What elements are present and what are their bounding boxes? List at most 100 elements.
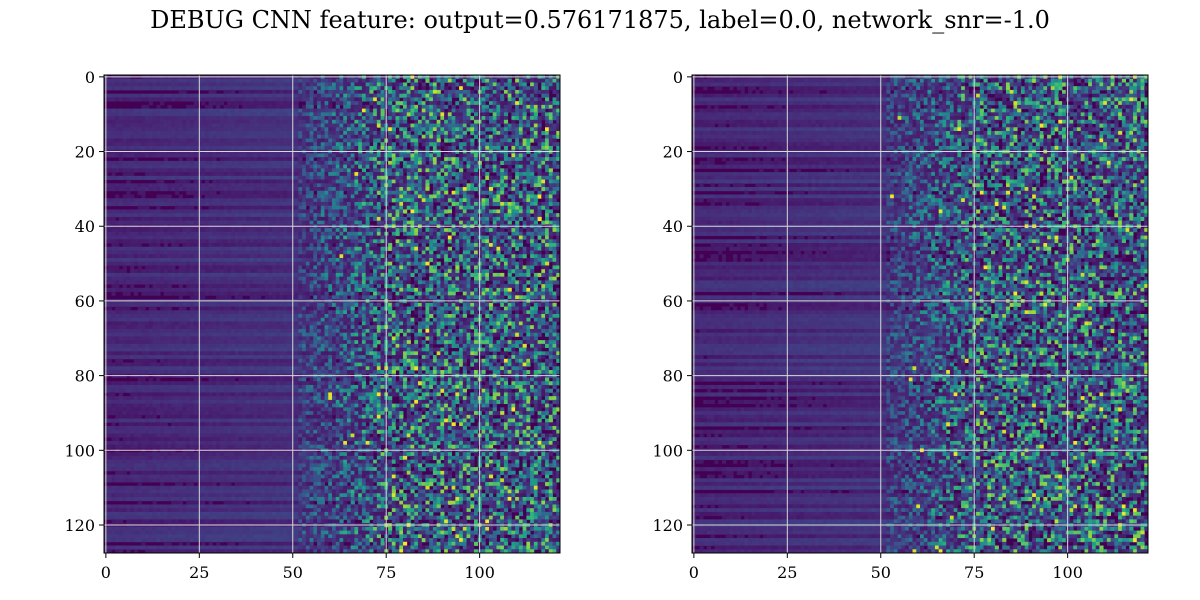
heatmap-cell	[216, 82, 220, 86]
heatmap-cell	[470, 90, 474, 94]
heatmap-cell	[321, 94, 325, 98]
heatmap-cell	[545, 94, 549, 98]
heatmap-cell	[130, 94, 134, 98]
heatmap-cell	[377, 82, 381, 86]
heatmap-cell	[265, 94, 269, 98]
heatmap-cell	[205, 82, 209, 86]
heatmap-cell	[493, 94, 497, 98]
heatmap-panel-left: 0 25 50 75 100020406080100120	[64, 68, 560, 582]
heatmap-cell	[545, 86, 549, 90]
heatmap-cell	[388, 79, 392, 83]
heatmap-cell	[508, 79, 512, 83]
heatmap-cell	[459, 86, 463, 90]
heatmap-cell	[220, 82, 224, 86]
heatmap-cell	[530, 94, 534, 98]
heatmap-cell	[283, 90, 287, 94]
heatmap-cell	[205, 97, 209, 101]
heatmap-cell	[164, 94, 168, 98]
heatmap-cell	[358, 97, 362, 101]
heatmap-cell	[474, 82, 478, 86]
heatmap-cell	[358, 82, 362, 86]
heatmap-cell	[242, 86, 246, 90]
heatmap-cell	[254, 82, 258, 86]
heatmap-cell	[396, 90, 400, 94]
heatmap-cell	[354, 82, 358, 86]
heatmap-cell	[366, 82, 370, 86]
heatmap-cell	[276, 86, 280, 90]
heatmap-cell	[448, 94, 452, 98]
heatmap-cell	[220, 97, 224, 101]
heatmap-cell	[108, 94, 112, 98]
heatmap-cell	[168, 79, 172, 83]
heatmap-cell	[276, 79, 280, 83]
heatmap-cell	[224, 86, 228, 90]
heatmap-cell	[235, 79, 239, 83]
heatmap-cell	[332, 86, 336, 90]
heatmap-cell	[168, 86, 172, 90]
heatmap-cell	[388, 86, 392, 90]
heatmap-cell	[216, 97, 220, 101]
heatmap-cell	[227, 79, 231, 83]
heatmap-cell	[422, 82, 426, 86]
heatmap-cell	[141, 94, 145, 98]
heatmap-cell	[321, 79, 325, 83]
heatmap-cell	[287, 79, 291, 83]
heatmap-cell	[358, 86, 362, 90]
heatmap-cell	[164, 86, 168, 90]
heatmap-cell	[145, 97, 149, 101]
heatmap-cell	[325, 86, 329, 90]
heatmap-cell	[111, 82, 115, 86]
heatmap-cell	[149, 82, 153, 86]
heatmap-cell	[134, 82, 138, 86]
heatmap-cell	[414, 97, 418, 101]
heatmap-cell	[134, 86, 138, 90]
heatmap-cell	[463, 94, 467, 98]
heatmap-cell	[343, 79, 347, 83]
heatmap-cell	[414, 79, 418, 83]
heatmap-cells	[104, 75, 560, 553]
heatmap-cell	[268, 86, 272, 90]
heatmap-cell	[246, 82, 250, 86]
heatmap-cell	[306, 94, 310, 98]
heatmap-cell	[134, 97, 138, 101]
heatmap-cell	[306, 79, 310, 83]
heatmap-cell	[302, 90, 306, 94]
heatmap-cell	[194, 79, 198, 83]
heatmap-cell	[343, 90, 347, 94]
heatmap-cell	[190, 79, 194, 83]
heatmap-cell	[500, 86, 504, 90]
heatmap-cell	[123, 86, 127, 90]
heatmap-cell	[553, 79, 557, 83]
heatmap-cell	[392, 90, 396, 94]
heatmap-cell	[425, 79, 429, 83]
heatmap-cell	[362, 86, 366, 90]
heatmap-cell	[504, 79, 508, 83]
heatmap-cell	[194, 94, 198, 98]
heatmap-cell	[175, 97, 179, 101]
heatmap-cell	[351, 86, 355, 90]
heatmap-cell	[396, 97, 400, 101]
heatmap-cell	[339, 82, 343, 86]
heatmap-cell	[201, 94, 205, 98]
heatmap-cell	[145, 79, 149, 83]
heatmap-cell	[422, 94, 426, 98]
heatmap-cell	[179, 79, 183, 83]
heatmap-cell	[302, 82, 306, 86]
heatmap-cell	[482, 79, 486, 83]
heatmap-cell	[511, 90, 515, 94]
heatmap-cell	[239, 97, 243, 101]
heatmap-cell	[190, 86, 194, 90]
heatmap-cell	[467, 90, 471, 94]
heatmap-cell	[437, 86, 441, 90]
heatmap-cell	[179, 94, 183, 98]
heatmap-cell	[538, 90, 542, 94]
heatmap-cell	[553, 86, 557, 90]
heatmap-cell	[280, 86, 284, 90]
heatmap-cell	[519, 79, 523, 83]
heatmap-cell	[182, 79, 186, 83]
heatmap-cell	[508, 82, 512, 86]
heatmap-cell	[205, 79, 209, 83]
heatmap-cell	[209, 94, 213, 98]
heatmap-cell	[220, 94, 224, 98]
heatmap-cell	[265, 82, 269, 86]
